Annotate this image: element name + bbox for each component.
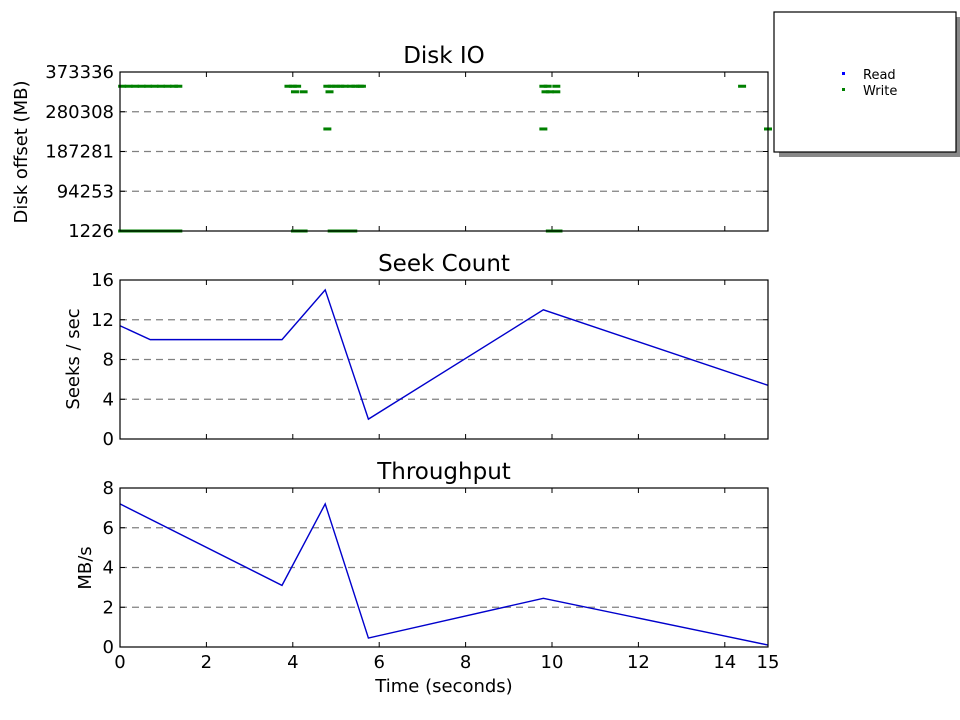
data-point	[552, 84, 561, 88]
x-tick-label: 12	[627, 652, 650, 673]
series-line	[119, 502, 769, 646]
data-point	[290, 90, 299, 94]
y-tick-label: 0	[103, 637, 114, 658]
data-point	[545, 90, 554, 94]
series-line	[119, 288, 769, 421]
data-point	[552, 90, 561, 94]
data-point	[170, 84, 178, 88]
data-point	[150, 84, 159, 88]
y-tick-label: 1226	[68, 221, 114, 242]
data-point	[157, 84, 166, 88]
data-point	[543, 84, 552, 88]
data-point	[327, 84, 336, 88]
data-point	[174, 84, 183, 88]
data-point	[124, 84, 133, 88]
data-point	[137, 84, 146, 88]
y-tick-label: 2	[103, 597, 114, 618]
data-point	[539, 84, 548, 88]
data-point	[325, 90, 334, 94]
data-point	[351, 84, 360, 88]
y-tick-label: 4	[103, 558, 114, 579]
seek-count-title: Seek Count	[378, 251, 510, 277]
seek-count-panel: Seek Count Seeks / sec 0 4 8 12 16	[63, 251, 769, 450]
y-tick-label: 8	[103, 350, 114, 371]
x-tick-label: 4	[287, 652, 298, 673]
throughput-ylabel: MB/s	[75, 546, 96, 589]
legend-write-label: Write	[863, 84, 897, 99]
data-point	[347, 84, 356, 88]
data-point	[539, 127, 548, 131]
disk-io-ylabel: Disk offset (MB)	[11, 81, 32, 224]
legend: Read Write	[773, 11, 960, 157]
data-point	[738, 84, 747, 88]
y-tick-label: 8	[103, 478, 114, 499]
x-tick-label: 8	[460, 652, 471, 673]
y-tick-label: 373336	[45, 62, 114, 83]
data-point	[357, 84, 366, 88]
x-tick-label: 0	[114, 652, 125, 673]
data-point	[336, 84, 345, 88]
data-point	[323, 127, 332, 131]
y-tick-label: 12	[91, 310, 114, 331]
data-point	[340, 84, 349, 88]
disk-io-title: Disk IO	[403, 43, 485, 69]
throughput-panel: Throughput MB/s 0 2 4 6 8 0 2 4 6 8 10 12 14 15 Time…	[75, 459, 779, 697]
data-point	[541, 90, 550, 94]
x-tick-label: 10	[541, 652, 564, 673]
data-point	[332, 84, 340, 88]
x-tick-label: 15	[757, 652, 780, 673]
y-tick-label: 94253	[57, 181, 114, 202]
data-point	[131, 84, 140, 88]
disk-io-plot-frame	[119, 71, 769, 232]
y-tick-label: 4	[103, 389, 114, 410]
throughput-title: Throughput	[376, 459, 511, 485]
y-tick-label: 6	[103, 518, 114, 539]
x-tick-label: 2	[201, 652, 212, 673]
data-point	[293, 84, 302, 88]
seek-count-ylabel: Seeks / sec	[63, 308, 84, 409]
legend-box	[773, 11, 957, 153]
y-tick-label: 280308	[45, 102, 114, 123]
throughput-plot-frame	[119, 487, 769, 648]
y-tick-label: 0	[103, 429, 114, 450]
x-tick-label: 6	[373, 652, 384, 673]
data-point	[323, 84, 332, 88]
legend-read-label: Read	[863, 68, 896, 83]
data-point	[299, 90, 308, 94]
x-axis-label: Time (seconds)	[374, 676, 512, 697]
y-tick-label: 187281	[45, 142, 114, 163]
data-point	[288, 84, 297, 88]
disk-io-panel: Disk IO Disk offset (MB) 1226 94253 187281…	[11, 43, 772, 242]
legend-write-marker	[842, 88, 845, 91]
data-point	[163, 84, 172, 88]
data-point	[144, 84, 153, 88]
data-point	[284, 84, 293, 88]
legend-read-marker	[842, 72, 845, 75]
x-tick-label: 14	[713, 652, 736, 673]
seek-count-plot-frame	[119, 279, 769, 440]
y-tick-label: 16	[91, 270, 114, 291]
data-point	[118, 84, 127, 88]
